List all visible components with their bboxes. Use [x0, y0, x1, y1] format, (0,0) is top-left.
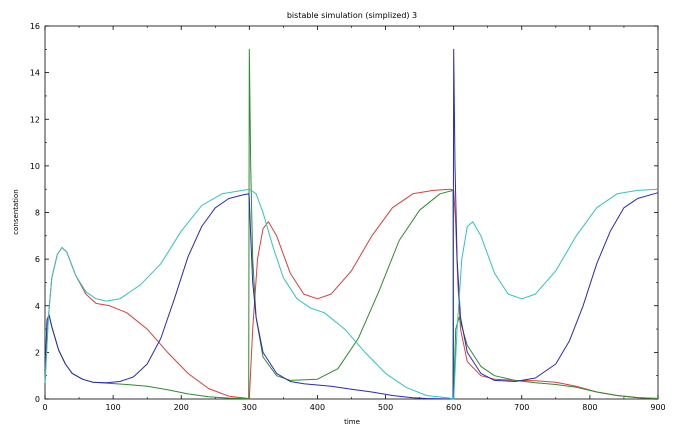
y-tick-label: 4 — [35, 302, 40, 311]
x-tick-label: 0 — [42, 403, 47, 412]
x-tick-label: 400 — [310, 403, 325, 412]
y-axis-label: consentation — [12, 189, 20, 234]
y-tick-label: 6 — [35, 255, 40, 264]
x-tick-label: 700 — [514, 403, 529, 412]
y-tick-label: 12 — [30, 115, 40, 124]
x-tick-label: 300 — [242, 403, 257, 412]
y-tick-label: 16 — [30, 22, 40, 31]
series-line-3 — [44, 48, 659, 400]
x-tick-label: 800 — [582, 403, 597, 412]
x-axis-label: time — [344, 418, 360, 426]
axes: 0 100 200 300 400 500 600 700 800 900 0 2 4 6 8 10 12 14 1… — [30, 22, 666, 412]
series-line-1 — [44, 188, 659, 400]
x-tick-label: 500 — [378, 403, 393, 412]
plot-frame — [44, 25, 659, 400]
y-tick-label: 14 — [30, 69, 40, 78]
series-line-4 — [44, 188, 659, 400]
x-tick-label: 600 — [446, 403, 461, 412]
series-group — [44, 48, 659, 400]
x-tick-label: 200 — [174, 403, 189, 412]
y-tick-label: 8 — [35, 209, 40, 218]
y-tick-label: 0 — [35, 395, 40, 404]
y-tick-label: 10 — [30, 162, 40, 171]
x-tick-label: 900 — [650, 403, 665, 412]
y-tick-label: 2 — [35, 348, 40, 357]
x-tick-label: 100 — [105, 403, 120, 412]
chart-title: bistable simulation (simplized) 3 — [287, 11, 417, 20]
